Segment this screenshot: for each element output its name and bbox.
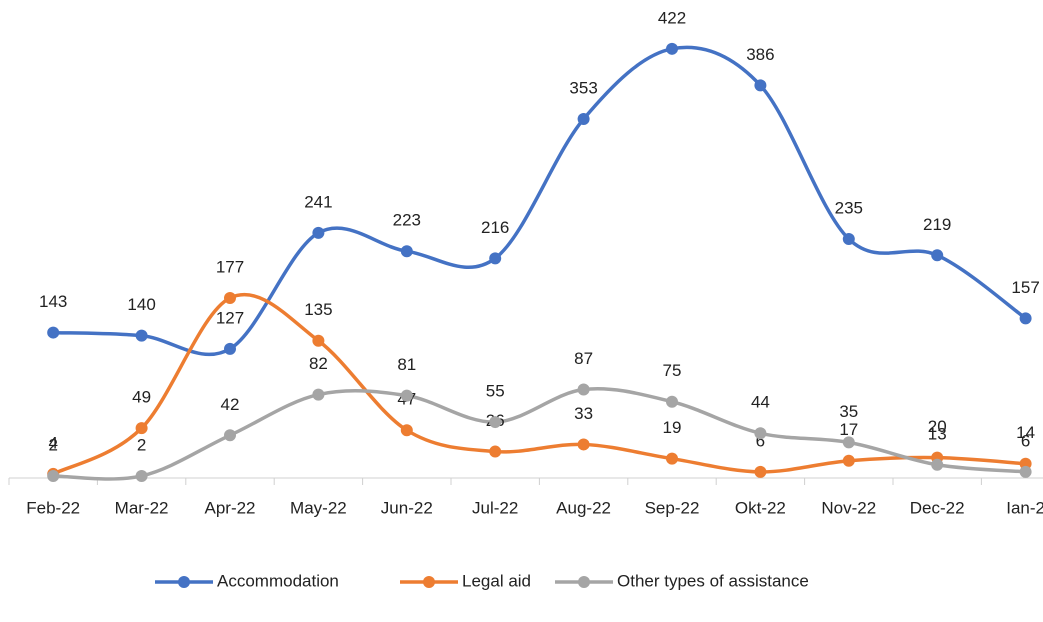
data-point [224,429,236,442]
data-point [1019,312,1032,325]
data-label: 6 [756,431,765,450]
data-label: 177 [216,257,244,276]
data-point [312,226,325,239]
data-point [666,42,678,55]
data-label: 35 [839,402,858,421]
data-label: 81 [397,355,416,374]
data-label: 216 [481,218,509,237]
data-point [312,388,325,401]
data-point [224,291,236,304]
data-point [135,422,148,435]
series-line [53,45,1027,357]
data-point [754,79,767,92]
data-label: 44 [751,393,770,412]
x-tick-label: Jun-22 [381,498,433,517]
data-label: 140 [127,295,155,314]
data-label: 87 [574,349,593,368]
legend-marker [178,576,190,588]
legend-label: Legal aid [462,571,531,590]
data-point [754,465,767,478]
data-label: 20 [928,417,947,436]
data-point [47,469,60,482]
data-label: 33 [574,404,593,423]
legend-label: Accommodation [217,571,339,590]
data-label: 353 [569,78,597,97]
legend-marker [423,576,435,588]
data-label: 127 [216,308,244,327]
data-point [577,383,590,396]
x-tick-label: Okt-22 [735,498,786,517]
data-point [842,454,855,467]
x-tick-label: Feb-22 [26,498,80,517]
data-label: 2 [48,435,57,454]
x-tick-label: Mar-22 [115,498,169,517]
data-point [931,458,944,471]
data-label: 2 [137,435,146,454]
data-point [1019,465,1032,478]
data-point [47,326,60,339]
data-point [577,438,590,451]
x-tick-label: May-22 [290,498,347,517]
data-point [931,249,944,262]
data-point [666,452,678,465]
data-label: 14 [1016,423,1035,442]
series-line [52,292,1026,476]
data-label: 386 [746,45,774,64]
data-point [577,112,590,125]
data-point [666,395,678,408]
x-tick-label: Sep-22 [645,498,700,517]
data-point [489,445,502,458]
data-point [489,416,502,429]
data-label: 223 [393,211,421,230]
data-label: 6 [1021,431,1030,450]
legend-marker [578,576,590,588]
data-label: 82 [309,354,328,373]
data-label: 17 [839,420,858,439]
data-label: 143 [39,292,67,311]
data-point [754,427,767,440]
data-point [400,424,413,437]
x-tick-label: Ian-2 [1006,498,1043,517]
data-label: 135 [304,300,332,319]
data-point [400,245,413,258]
data-point [842,233,855,245]
data-label: 55 [486,382,505,401]
data-label: 241 [304,192,332,211]
data-point [489,252,502,265]
data-point [312,334,325,347]
data-label: 13 [928,424,947,443]
x-tick-label: Aug-22 [556,498,611,517]
data-label: 42 [221,395,240,414]
data-label: 4 [48,433,57,452]
series-line [53,387,1026,481]
x-tick-label: Dec-22 [910,498,965,517]
data-point [400,389,413,402]
x-tick-label: Apr-22 [204,498,255,517]
data-label: 49 [132,388,151,407]
data-label: 235 [835,198,863,217]
data-label: 75 [663,361,682,380]
data-label: 422 [658,8,686,27]
x-tick-label: Nov-22 [821,498,876,517]
data-label: 157 [1011,278,1039,297]
data-label: 219 [923,215,951,234]
data-point [842,436,855,449]
legend-label: Other types of assistance [617,571,809,590]
x-tick-label: Jul-22 [472,498,518,517]
data-point [224,342,236,355]
data-point [135,329,148,342]
data-label: 19 [663,418,682,437]
data-point [135,469,148,482]
